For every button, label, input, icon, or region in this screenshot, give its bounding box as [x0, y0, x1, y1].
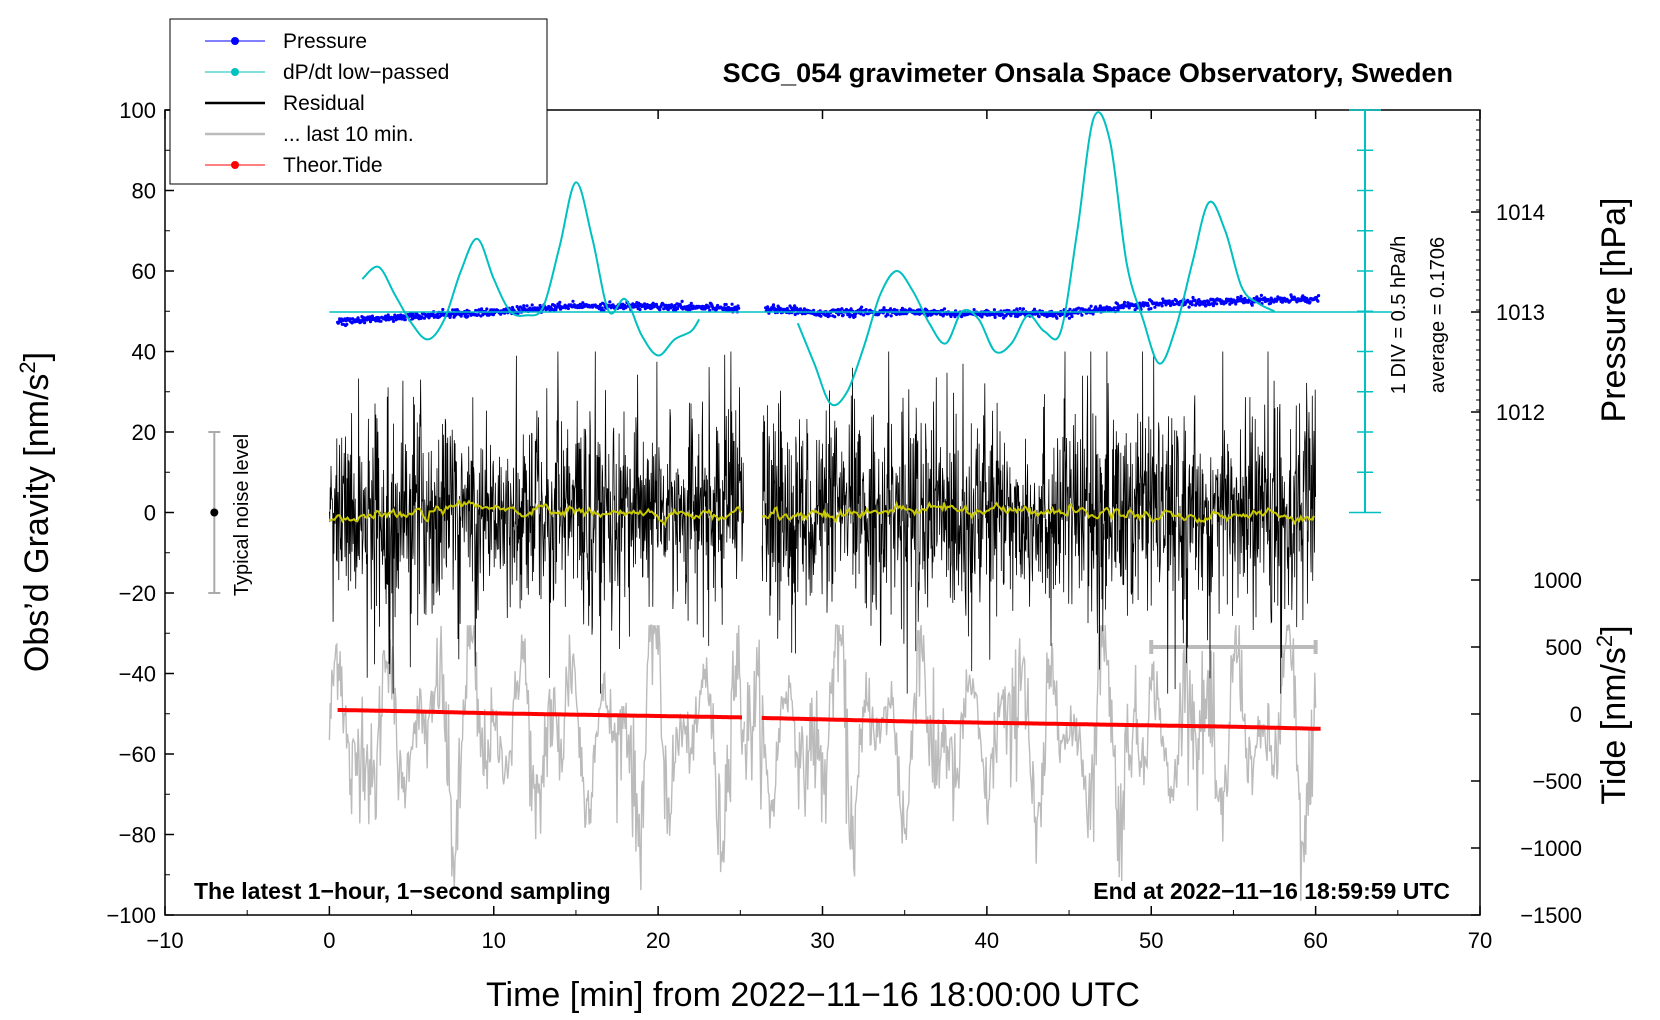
- x-tick-label: 0: [323, 928, 335, 953]
- tide-axis-title-close: ]: [1595, 625, 1633, 634]
- legend-label: Pressure: [283, 30, 367, 53]
- y-tick-label: 80: [132, 179, 156, 204]
- tide-axis-title-sup: 2: [1592, 635, 1617, 647]
- legend-label: Residual: [283, 92, 365, 115]
- pressure-tick-label: 1013: [1496, 300, 1545, 325]
- end-time-note: End at 2022−11−16 18:59:59 UTC: [1093, 878, 1450, 904]
- y-axis-title: Obs’d Gravity [nm/s2]: [15, 352, 56, 672]
- tide-line: [761, 715, 1321, 731]
- tide-series: [337, 708, 1321, 731]
- tide-line: [337, 708, 742, 720]
- y-tick-label: −60: [119, 742, 156, 767]
- y-axis-title-text: Obs’d Gravity [nm/s: [18, 374, 56, 673]
- dpdt-series: [329, 111, 1392, 407]
- x-tick-label: 60: [1303, 928, 1327, 953]
- legend-marker: [231, 68, 239, 76]
- y-tick-label: −100: [106, 903, 156, 928]
- y-tick-label: −40: [119, 662, 156, 687]
- pressure-tick-label: 1014: [1496, 200, 1545, 225]
- pressure-series: [336, 293, 1321, 328]
- noise-bar-center-dot: [210, 508, 219, 517]
- x-tick-label: 30: [810, 928, 834, 953]
- x-tick-label: −10: [146, 928, 183, 953]
- x-tick-label: 70: [1468, 928, 1492, 953]
- x-tick-label: 50: [1139, 928, 1163, 953]
- pressure-tick-label: 1012: [1496, 400, 1545, 425]
- dpdt-scale-group: [1349, 109, 1381, 514]
- residual-line: [761, 351, 1316, 694]
- pressure-points: [336, 293, 1321, 328]
- x-tick-label: 10: [482, 928, 506, 953]
- legend-label: ... last 10 min.: [283, 123, 414, 146]
- axes-group: −10 0 10 20 30 40 50 60 70100806040200−20−40−60−…: [106, 98, 1582, 953]
- y-tick-label: 0: [144, 501, 156, 526]
- dpdt-line: [361, 181, 701, 357]
- y-tick-label: −80: [119, 823, 156, 848]
- y-tick-label: 20: [132, 420, 156, 445]
- legend-label: Theor.Tide: [283, 154, 383, 177]
- residual-series: [329, 351, 1316, 694]
- x-tick-label: 20: [646, 928, 670, 953]
- tide-tick-label: 1000: [1533, 568, 1582, 593]
- y-tick-label: 60: [132, 259, 156, 284]
- legend-marker: [231, 161, 239, 169]
- y-axis-title-close: ]: [18, 352, 56, 361]
- dpdt-line: [796, 111, 1275, 407]
- tide-axis-title: Tide [nm/s2]: [1592, 625, 1633, 804]
- last-10-min-line: [328, 624, 746, 891]
- dpdt-average-label: average = 0.1706: [1427, 237, 1449, 393]
- residual-line: [329, 351, 744, 694]
- tide-tick-label: 0: [1570, 702, 1582, 727]
- tide-axis-title-text: Tide [nm/s: [1595, 647, 1633, 804]
- tide-tick-label: 500: [1545, 635, 1582, 660]
- noise-level-label: Typical noise level: [231, 434, 253, 596]
- residual-lowpass-line: [761, 500, 1315, 526]
- y-tick-label: 100: [119, 98, 156, 123]
- sampling-note: The latest 1−hour, 1−second sampling: [194, 878, 611, 904]
- residual-lowpass-line: [329, 498, 743, 527]
- x-tick-label: 40: [975, 928, 999, 953]
- y-tick-label: 40: [132, 340, 156, 365]
- legend: Pressure dP/dt low−passed Residual ... last…: [169, 18, 548, 185]
- last-10-min-line: [744, 624, 1317, 901]
- legend-label: dP/dt low−passed: [283, 61, 449, 84]
- y-axis-title-sup: 2: [15, 361, 40, 373]
- pressure-axis-title: Pressure [hPa]: [1595, 198, 1633, 423]
- tide-tick-label: −500: [1532, 769, 1582, 794]
- x-axis-title: Time [min] from 2022−11−16 18:00:00 UTC: [486, 976, 1140, 1014]
- legend-box: [169, 18, 548, 185]
- last-10-min-series: [328, 624, 1318, 901]
- noise-level-group: [208, 431, 221, 594]
- chart-title: SCG_054 gravimeter Onsala Space Observat…: [723, 58, 1453, 88]
- y-tick-label: −20: [119, 581, 156, 606]
- tide-tick-label: −1000: [1520, 836, 1582, 861]
- legend-marker: [231, 37, 239, 45]
- dpdt-scale-label: 1 DIV = 0.5 hPa/h: [1388, 236, 1410, 394]
- tide-tick-label: −1500: [1520, 903, 1582, 928]
